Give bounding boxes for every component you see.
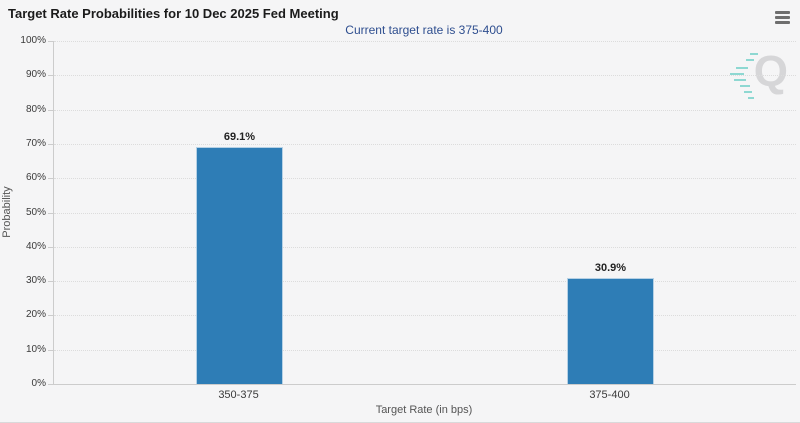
y-axis-label: 30%	[25, 275, 46, 287]
bar-value-label: 69.1%	[223, 130, 256, 143]
gridline	[54, 75, 796, 77]
x-axis-label: 350-375	[218, 389, 259, 401]
y-axis-label: 40%	[25, 240, 46, 252]
gridline	[54, 109, 796, 111]
y-axis-label: 70%	[25, 137, 46, 149]
gridline	[54, 315, 796, 317]
chart-title: Target Rate Probabilities for 10 Dec 202…	[8, 6, 339, 21]
x-axis-title: Target Rate (in bps)	[375, 404, 473, 416]
bar-value-label: 30.9%	[594, 262, 627, 274]
bar-350-375[interactable]	[196, 147, 283, 384]
hamburger-icon	[774, 10, 790, 14]
y-axis-label: 20%	[25, 309, 46, 321]
y-axis-tick	[48, 281, 53, 283]
gridline	[54, 143, 796, 145]
y-axis-label: 10%	[25, 343, 46, 355]
y-axis-tick	[48, 212, 53, 214]
y-axis-label: 60%	[25, 172, 46, 184]
y-axis-tick	[48, 349, 53, 351]
y-axis-tick	[48, 384, 53, 385]
y-axis-tick	[48, 178, 53, 180]
gridline	[54, 178, 796, 180]
y-axis-label: 100%	[20, 35, 46, 46]
y-axis-tick	[48, 75, 53, 77]
plot-area: 69.1% 30.9%	[53, 41, 796, 385]
y-axis-label: 80%	[25, 103, 46, 115]
y-axis-tick	[48, 246, 53, 248]
gridline	[54, 349, 796, 351]
gridline	[54, 212, 796, 214]
chart-subtitle: Current target rate is 375-400	[345, 23, 503, 37]
y-axis-tick	[48, 41, 53, 42]
gridline	[54, 246, 796, 248]
chart-context-menu-button[interactable]	[771, 7, 793, 27]
y-axis-tick	[48, 315, 53, 317]
y-axis-tick	[48, 143, 53, 145]
y-axis-label: 0%	[31, 378, 46, 389]
bar-375-400[interactable]	[567, 278, 654, 384]
x-axis-label: 375-400	[589, 389, 630, 401]
y-axis-tick	[48, 109, 53, 111]
gridline	[54, 281, 796, 283]
y-axis-label: 50%	[25, 206, 46, 218]
y-axis-label: 90%	[25, 69, 46, 81]
gridline	[54, 41, 796, 42]
